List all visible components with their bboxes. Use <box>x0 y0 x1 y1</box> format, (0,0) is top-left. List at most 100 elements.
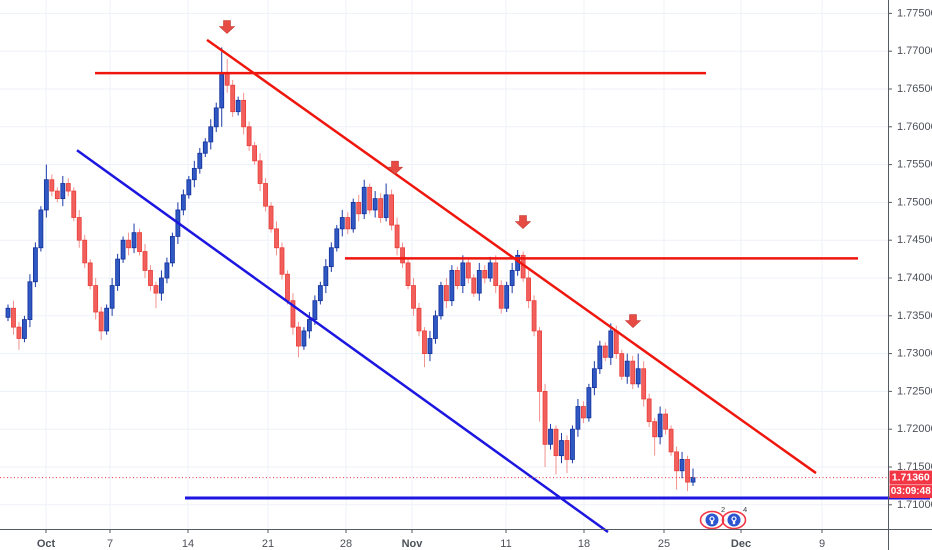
event-marker[interactable]: 4 <box>721 505 748 530</box>
candle-body <box>531 300 537 332</box>
candle-body <box>559 440 564 457</box>
time-tick-label: 21 <box>262 538 274 550</box>
candle-body <box>635 368 641 385</box>
candle <box>657 406 663 445</box>
candle <box>235 96 241 116</box>
price-tick-label: 1.71000 <box>897 499 932 511</box>
candle <box>635 353 641 388</box>
candle <box>148 265 153 291</box>
time-tick-label: Dec <box>731 538 751 550</box>
last-price-value: 1.71360 <box>892 472 930 484</box>
candle-body <box>5 307 11 318</box>
price-tick-label: 1.71500 <box>897 461 932 473</box>
candle-body <box>646 398 652 423</box>
price-badges: 1.71360 03:09:48 <box>889 470 932 499</box>
candle <box>180 189 186 216</box>
candle-body <box>487 262 493 279</box>
candle-body <box>246 126 252 147</box>
descending-trendline-red[interactable] <box>206 38 817 475</box>
candle <box>619 349 625 381</box>
candle-body <box>657 413 663 438</box>
candle <box>443 278 449 309</box>
candle-body <box>679 459 685 472</box>
candle <box>591 361 597 396</box>
candle-body <box>570 428 575 460</box>
candle-body <box>65 183 71 192</box>
candle <box>427 330 433 362</box>
candle <box>263 178 268 212</box>
candle <box>191 160 197 188</box>
candle-body <box>493 262 499 286</box>
candle-body <box>339 217 345 230</box>
candle <box>564 435 570 474</box>
candle <box>416 302 422 337</box>
candle <box>49 174 55 197</box>
candle <box>328 242 334 272</box>
price-tick-label: 1.72500 <box>897 385 932 397</box>
candle-body <box>443 285 449 302</box>
candle <box>82 234 88 269</box>
price-tick-label: 1.73000 <box>897 348 932 360</box>
down-arrow-icon[interactable] <box>514 215 532 229</box>
candle-body <box>169 236 175 264</box>
candle-body <box>613 330 619 355</box>
candle <box>301 327 307 350</box>
candle-body <box>586 387 592 419</box>
event-marker[interactable]: 2 <box>699 505 726 530</box>
candle-body <box>465 262 471 279</box>
candle <box>361 179 367 220</box>
candle <box>487 256 493 282</box>
candle <box>131 223 137 254</box>
candle <box>476 262 482 301</box>
candle <box>290 293 296 335</box>
candle-body <box>427 338 433 355</box>
candle-body <box>422 330 427 355</box>
candle-body <box>641 368 647 400</box>
candle-body <box>306 319 312 332</box>
price-tick-label: 1.73500 <box>897 310 932 322</box>
descending-trendline-blue[interactable] <box>76 149 609 534</box>
candle <box>323 259 329 294</box>
candle <box>71 187 77 222</box>
candle-body <box>219 73 225 109</box>
down-arrow-icon[interactable] <box>218 20 236 34</box>
candle <box>559 432 564 464</box>
candle-body <box>624 360 630 377</box>
down-arrow-icon[interactable] <box>386 160 404 175</box>
event-icon[interactable] <box>705 513 719 527</box>
time-tick-label: 14 <box>182 538 194 550</box>
price-axis[interactable]: 1.77500 1.77000 1.76500 1.76000 1.75500 1.750… <box>888 7 932 511</box>
candle <box>433 310 438 344</box>
candle-body <box>137 232 142 252</box>
candle <box>241 92 247 135</box>
candle <box>164 257 170 284</box>
down-arrow-icon[interactable] <box>624 314 642 329</box>
candle <box>624 353 630 384</box>
candle-body <box>630 360 636 385</box>
candle-body <box>202 141 208 154</box>
candle <box>87 259 93 290</box>
candle-body <box>526 277 531 302</box>
candle <box>449 265 455 306</box>
candle-body <box>482 270 488 279</box>
candle-body <box>142 251 148 271</box>
candle-body <box>115 258 120 286</box>
event-icon-glyph-tail <box>732 521 736 525</box>
candle-body <box>241 99 247 128</box>
event-icon[interactable] <box>727 513 741 527</box>
candle <box>372 191 378 218</box>
candle-body <box>11 307 16 328</box>
candle <box>668 425 674 456</box>
candle-body <box>597 345 603 370</box>
candle-body <box>438 285 444 317</box>
candle <box>531 295 537 337</box>
candle-body <box>252 145 258 162</box>
candle <box>142 243 148 278</box>
time-axis[interactable]: Oct 7 14 21 28 Nov 11 18 25 Dec 9 <box>37 529 825 550</box>
candle-body <box>394 224 400 249</box>
candle <box>526 270 531 309</box>
candle <box>553 425 559 475</box>
candle-body <box>16 326 22 339</box>
